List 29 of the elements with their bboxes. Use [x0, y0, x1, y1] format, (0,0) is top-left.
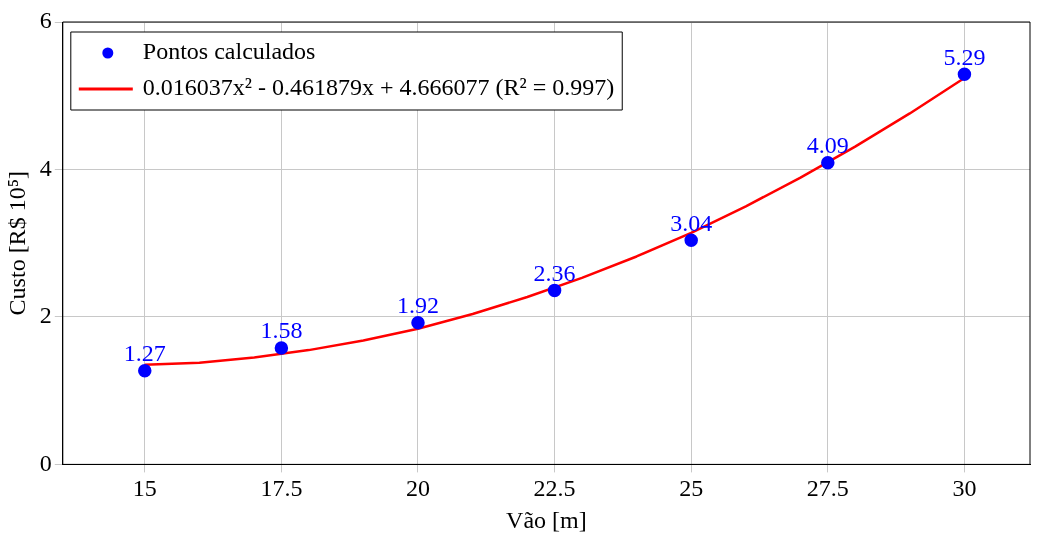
point	[138, 364, 152, 378]
point	[547, 283, 562, 298]
y-axis-title: Custo [R$ 10⁵]	[3, 171, 30, 316]
x-tick-label: 27.5	[806, 475, 849, 502]
point	[684, 233, 698, 247]
data-label: 1.58	[260, 317, 303, 344]
y-tick-label: 2	[39, 302, 52, 329]
data-label: 1.92	[396, 292, 439, 319]
x-tick-label: 25	[679, 475, 704, 502]
data-label: 5.29	[943, 43, 986, 70]
data-label: 3.04	[670, 209, 713, 236]
point	[821, 156, 835, 170]
x-tick-label: 17.5	[260, 475, 303, 502]
x-tick-label: 30	[952, 475, 977, 502]
x-tick-label: 15	[132, 475, 157, 502]
x-axis-title: Vão [m]	[506, 506, 587, 533]
x-tick-label: 20	[405, 475, 430, 502]
y-tick-label: 0	[39, 449, 52, 476]
data-label: 1.27	[123, 340, 166, 367]
point	[957, 67, 972, 82]
point	[274, 341, 289, 355]
legend-label: 0.016037x² - 0.461879x + 4.666077 (R² = 0.997)	[142, 74, 615, 101]
legend-label: Pontos calculados	[142, 38, 316, 65]
y-tick-label: 6	[39, 7, 52, 34]
data-label: 4.09	[806, 132, 849, 159]
data-label: 2.36	[533, 259, 576, 286]
y-tick-label: 4	[39, 154, 52, 181]
point	[411, 316, 425, 330]
x-tick-label: 22.5	[533, 475, 576, 502]
